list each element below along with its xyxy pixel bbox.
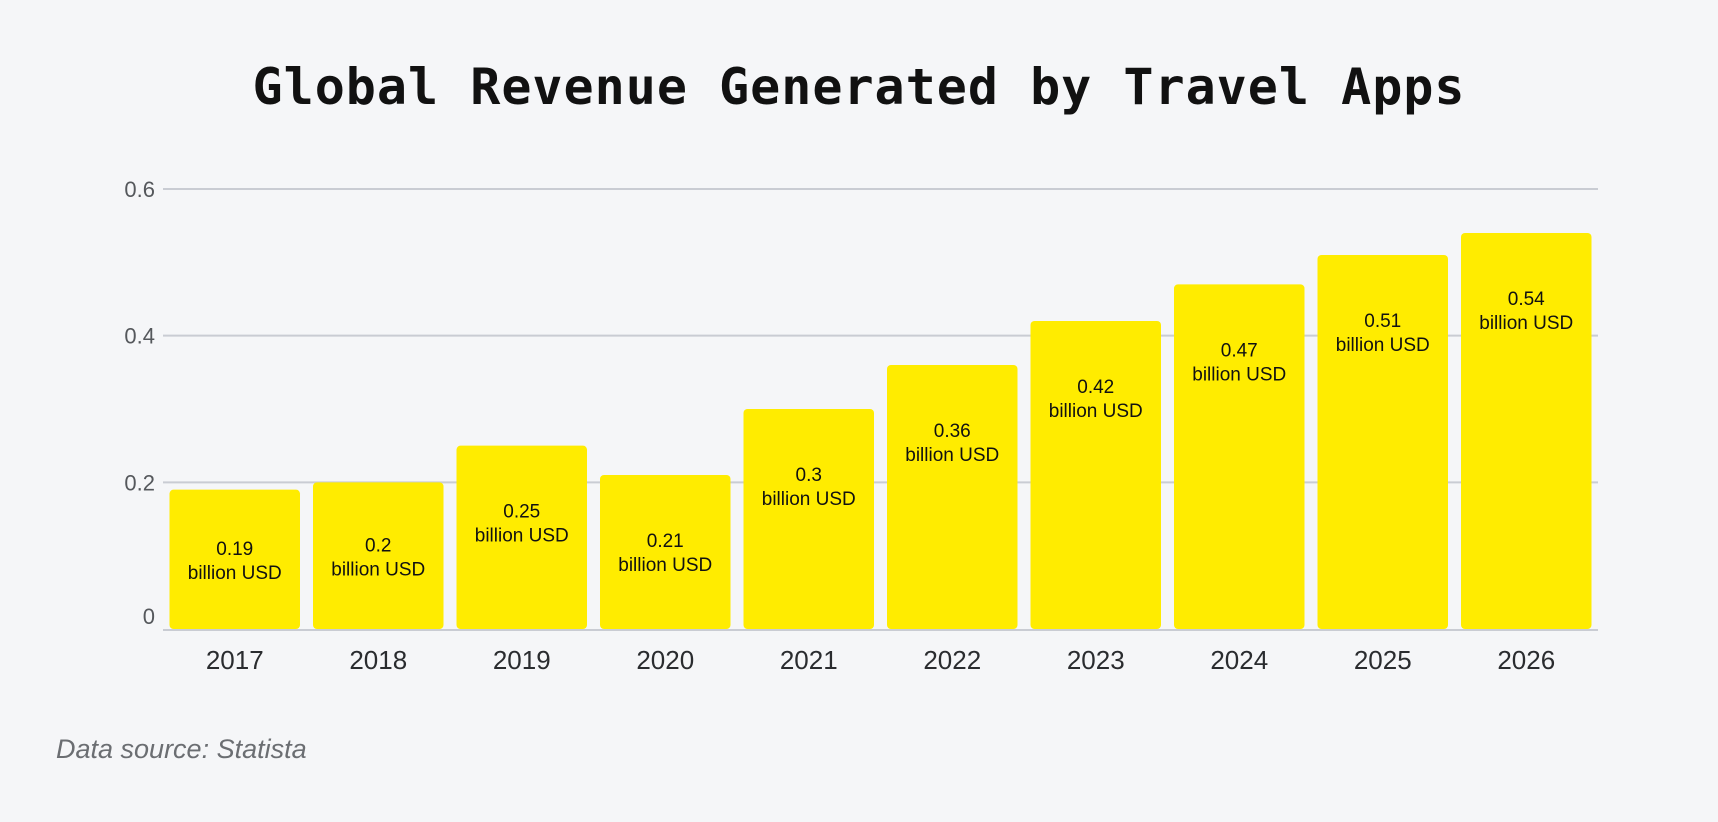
y-tick-label: 0.2 (124, 470, 155, 495)
source-note: Data source: Statista (56, 734, 307, 764)
data-label-unit: billion USD (1049, 401, 1143, 422)
x-category-label: 2026 (1497, 645, 1555, 675)
data-label-unit: billion USD (1479, 313, 1573, 334)
data-label-unit: billion USD (1192, 364, 1286, 385)
x-category-label: 2024 (1210, 645, 1268, 675)
data-label-value: 0.2 (365, 535, 391, 556)
bar-2024 (1174, 284, 1305, 629)
data-label-unit: billion USD (905, 445, 999, 466)
y-tick-label: 0.6 (124, 177, 155, 202)
data-labels: 0.19 billion USD 0.2 billion USD 0.25 billion… (188, 289, 1573, 584)
bar-2017 (169, 489, 300, 629)
data-label-value: 0.47 (1221, 340, 1258, 361)
data-label-unit: billion USD (331, 559, 425, 580)
data-label-value: 0.3 (796, 465, 822, 486)
x-category-label: 2017 (206, 645, 264, 675)
chart-title: Global Revenue Generated by Travel Apps (252, 58, 1466, 116)
y-tick-label: 0 (143, 604, 155, 629)
y-axis-ticks: 0 0.2 0.4 0.6 (124, 177, 155, 629)
bar-2023 (1030, 321, 1161, 629)
data-label-value: 0.42 (1077, 377, 1114, 398)
bar-2019 (456, 445, 587, 629)
x-category-label: 2019 (493, 645, 551, 675)
data-label-value: 0.19 (216, 539, 253, 560)
data-label-value: 0.54 (1508, 289, 1545, 310)
x-category-label: 2025 (1354, 645, 1412, 675)
data-label-value: 0.21 (647, 531, 684, 552)
bar-2025 (1317, 255, 1448, 629)
bar-2018 (313, 482, 444, 629)
data-label-unit: billion USD (762, 489, 856, 510)
data-label-unit: billion USD (188, 563, 282, 584)
data-label-value: 0.51 (1364, 311, 1401, 332)
data-label-unit: billion USD (475, 526, 569, 547)
bar-2026 (1461, 233, 1592, 629)
bar-2022 (887, 365, 1018, 629)
y-tick-label: 0.4 (124, 324, 155, 349)
x-category-label: 2023 (1067, 645, 1125, 675)
data-label-value: 0.36 (934, 421, 971, 442)
x-category-label: 2018 (349, 645, 407, 675)
x-category-label: 2020 (636, 645, 694, 675)
bar-2020 (600, 475, 731, 629)
bars (169, 233, 1592, 629)
data-label-unit: billion USD (618, 555, 712, 576)
bar-2021 (743, 409, 874, 629)
x-category-label: 2022 (923, 645, 981, 675)
data-label-unit: billion USD (1336, 335, 1430, 356)
x-category-label: 2021 (780, 645, 838, 675)
data-label-value: 0.25 (503, 502, 540, 523)
x-axis-categories: 2017 2018 2019 2020 2021 2022 2023 2024 2025 2026 (206, 645, 1555, 675)
